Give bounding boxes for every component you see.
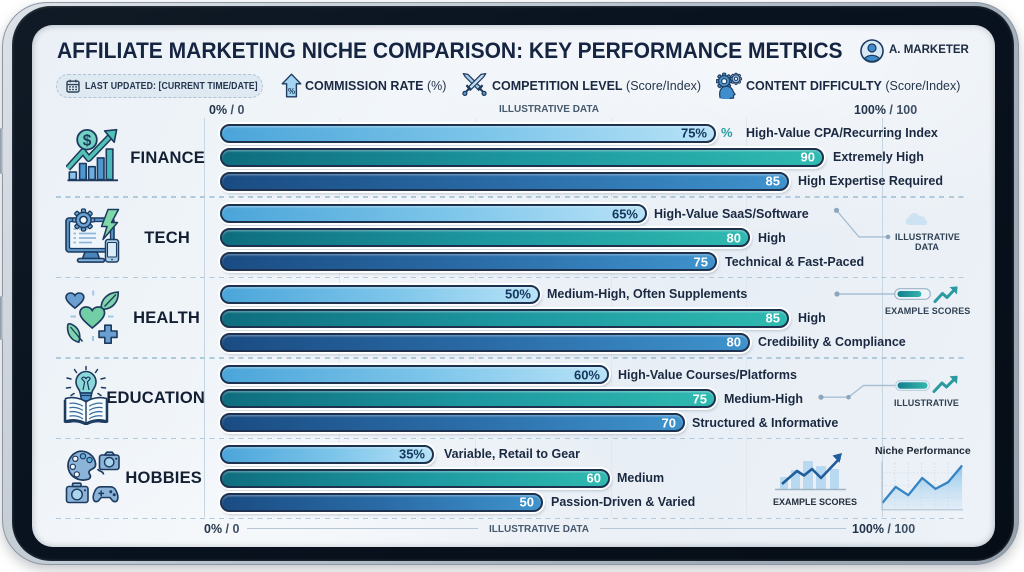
- svg-text:%: %: [288, 87, 295, 96]
- svg-text:$: $: [83, 132, 92, 149]
